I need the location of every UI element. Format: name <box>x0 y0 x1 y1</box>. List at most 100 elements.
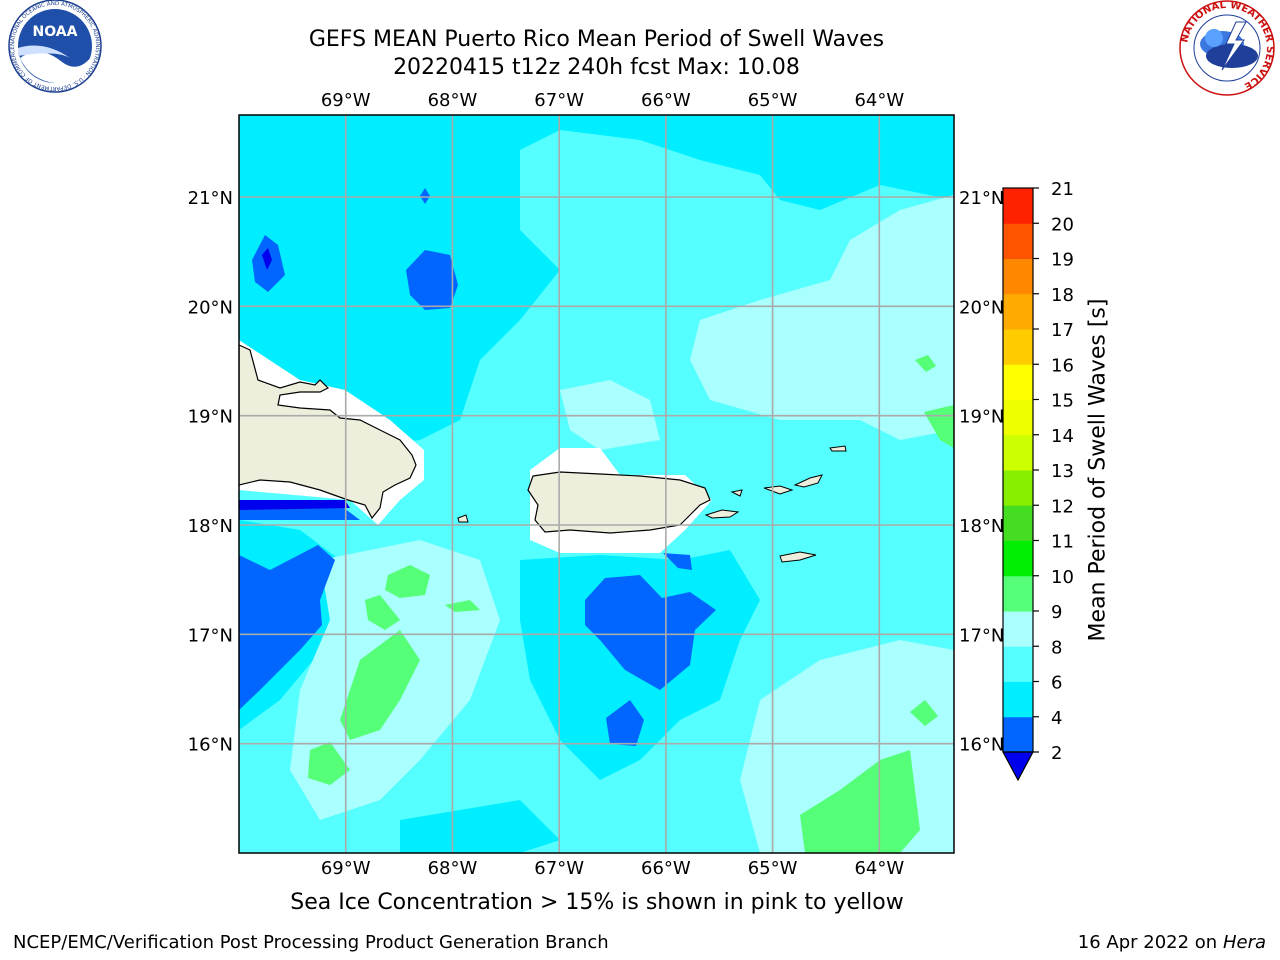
chart-title: GEFS MEAN Puerto Rico Mean Period of Swe… <box>308 27 885 52</box>
land-virgin-islands-b <box>793 474 823 488</box>
lat-tick-label-left: 20°N <box>188 297 233 318</box>
colorbar-swatch <box>1003 364 1033 400</box>
colorbar-swatch <box>1003 681 1033 718</box>
colorbar-swatch <box>1003 329 1033 365</box>
map-panel: 69°W 69°W 68°W 68°W 67°W 67°W 66°W 66°W 65°W 65°W… <box>188 90 1005 879</box>
contour-8-9-d <box>445 600 480 612</box>
lon-tick-label-top: 64°W <box>854 90 904 111</box>
land-st-croix <box>779 551 817 563</box>
lat-tick-label-left: 21°N <box>188 188 233 209</box>
lat-tick-label-right: 17°N <box>959 625 1004 646</box>
lon-tick-label-top: 69°W <box>321 90 371 111</box>
land-virgin-islands-c <box>730 489 743 497</box>
colorbar-tick-label: 18 <box>1051 285 1074 306</box>
map-frame <box>238 114 955 854</box>
lat-tick-label-left: 18°N <box>188 516 233 537</box>
colorbar-swatch <box>1003 716 1033 753</box>
contour-8-9-f <box>800 750 920 853</box>
noaa-logo: NOAA NATIONAL OCEANIC AND ATMOSPHERIC AD… <box>8 0 102 93</box>
chart-subtitle-run-info: 20220415 t12z 240h fcst Max: 10.08 <box>393 55 800 80</box>
colorbar-swatch <box>1003 434 1033 471</box>
lat-tick-label-right: 18°N <box>959 516 1004 537</box>
colorbar-tick-label: 19 <box>1051 250 1074 271</box>
colorbar-swatch <box>1003 188 1033 224</box>
lat-tick-label-right: 21°N <box>959 188 1004 209</box>
footer-host: Hera <box>1222 932 1266 953</box>
contour-2-4-north-c <box>420 188 430 204</box>
contour-2-4-central <box>585 575 716 690</box>
lon-tick-label-bottom: 68°W <box>428 858 478 879</box>
lat-tick-label-left: 17°N <box>188 625 233 646</box>
contour-under-2-b <box>239 500 350 510</box>
colorbar-swatch <box>1003 223 1033 259</box>
lat-tick-label-right: 20°N <box>959 297 1004 318</box>
contour-8-9-c <box>385 565 430 598</box>
land-puerto-rico <box>527 471 711 534</box>
colorbar-tick-label: 15 <box>1051 391 1074 412</box>
colorbar-tick-label: 17 <box>1051 320 1074 341</box>
sea-ice-note: Sea Ice Concentration > 15% is shown in … <box>290 890 904 915</box>
land-hispaniola <box>239 344 417 520</box>
colorbar-swatch <box>1003 505 1033 541</box>
colorbar-swatch <box>1003 258 1033 295</box>
contour-8-9-i <box>910 700 938 726</box>
contour-2-4-north-a <box>406 250 458 310</box>
colorbar-swatch <box>1003 470 1033 506</box>
contour-4-6-south <box>400 800 560 853</box>
colorbar-swatch <box>1003 540 1033 577</box>
contour-4-6-north <box>239 115 954 460</box>
colorbar-tick-label: 12 <box>1051 496 1074 517</box>
contour-2-4-southwest <box>239 545 335 710</box>
lon-tick-label-bottom: 66°W <box>641 858 691 879</box>
lon-tick-label-bottom: 64°W <box>854 858 904 879</box>
colorbar-swatch <box>1003 399 1033 436</box>
lon-tick-label-bottom: 67°W <box>534 858 584 879</box>
colorbar-tick-label: 2 <box>1051 743 1062 764</box>
colorbar-tick-label: 9 <box>1051 602 1062 623</box>
map-gridlines <box>239 115 954 853</box>
map-tick-labels: 69°W 69°W 68°W 68°W 67°W 67°W 66°W 66°W 65°W 65°W… <box>188 90 1005 879</box>
lat-tick-label-right: 16°N <box>959 735 1004 756</box>
lon-tick-label-top: 66°W <box>641 90 691 111</box>
lat-tick-label-left: 19°N <box>188 407 233 428</box>
contour-8-9-a <box>340 630 420 740</box>
colorbar-tick-label: 4 <box>1051 708 1062 729</box>
footer-date: 16 Apr 2022 on Hera <box>1077 932 1266 953</box>
colorbar-tick-label: 11 <box>1051 532 1074 553</box>
footer-branch: NCEP/EMC/Verification Post Processing Pr… <box>13 932 609 953</box>
land-vieques <box>704 509 740 519</box>
contour-8-9-g <box>915 355 936 372</box>
colorbar-tick-label: 21 <box>1051 179 1074 200</box>
colorbar-tick-label: 14 <box>1051 426 1074 447</box>
lon-tick-label-top: 67°W <box>534 90 584 111</box>
colorbar-swatch <box>1003 575 1033 612</box>
lon-tick-label-bottom: 65°W <box>748 858 798 879</box>
lat-tick-label-right: 19°N <box>959 407 1004 428</box>
colorbar-tick-label: 10 <box>1051 567 1074 588</box>
colorbar-swatch <box>1003 611 1033 647</box>
colorbar-tick-label: 6 <box>1051 673 1062 694</box>
contour-2-4-south <box>606 700 644 746</box>
lon-tick-label-bottom: 69°W <box>321 858 371 879</box>
colorbar-extend-arrow <box>1001 751 1035 782</box>
contour-8-9-b <box>365 595 400 630</box>
colorbar-tick-label: 16 <box>1051 355 1074 376</box>
contour-2-4-coast <box>663 553 692 570</box>
lat-tick-label-left: 16°N <box>188 735 233 756</box>
colorbar-swatch <box>1003 293 1033 330</box>
colorbar-swatch <box>1003 646 1033 682</box>
land-virgin-islands-a <box>763 485 794 495</box>
colorbar-tick-label: 20 <box>1051 214 1074 235</box>
contour-6-8-northeast <box>690 195 954 440</box>
land-mona-island <box>457 514 469 523</box>
noaa-logo-text: NOAA <box>33 24 78 40</box>
contour-under-2-a <box>262 248 272 270</box>
land-anegada <box>829 445 847 452</box>
nws-logo: NATIONAL WEATHER SERVICE <box>1179 0 1275 96</box>
contour-8-9-e <box>308 742 350 785</box>
colorbar-tick-label: 13 <box>1051 461 1074 482</box>
colorbar: 2 4 6 8 9 10 11 12 13 14 15 16 17 18 19 20 21 <box>1001 179 1074 782</box>
lon-tick-label-top: 65°W <box>748 90 798 111</box>
lon-tick-label-top: 68°W <box>428 90 478 111</box>
